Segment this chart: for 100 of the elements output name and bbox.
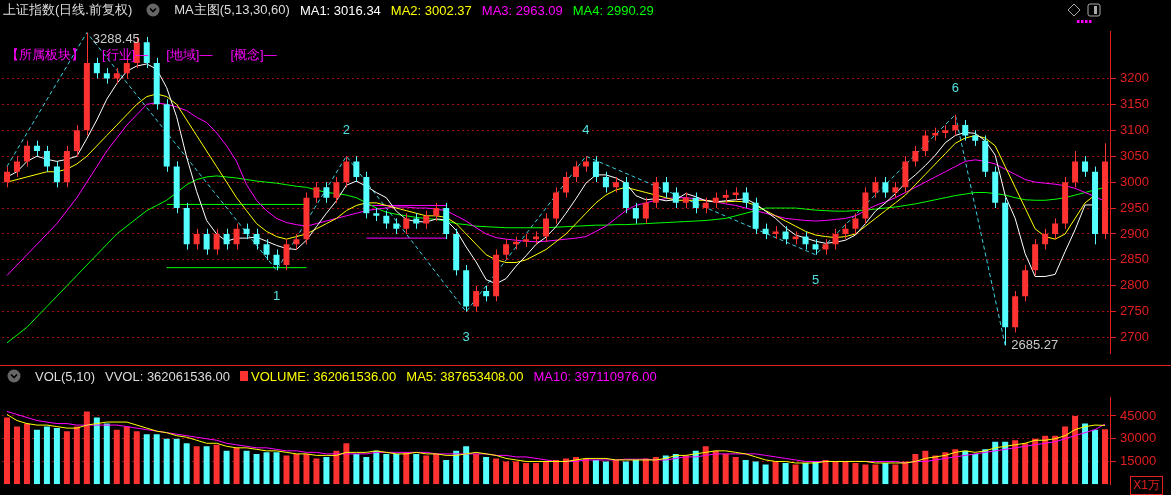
bar — [503, 461, 510, 485]
bar — [1052, 435, 1059, 485]
bar — [702, 446, 709, 485]
bar — [972, 453, 979, 485]
bar — [413, 453, 420, 485]
bar — [592, 459, 599, 485]
bar — [1102, 429, 1108, 485]
bar — [303, 453, 310, 485]
y-axis-title: X1万 — [1130, 476, 1163, 495]
bar — [243, 450, 250, 485]
bar — [333, 450, 340, 485]
bar — [1082, 423, 1089, 485]
y-tick-label: 3200 — [1120, 70, 1149, 86]
bar — [113, 429, 120, 485]
bar — [882, 462, 889, 485]
bar — [173, 438, 180, 485]
bar — [692, 450, 699, 485]
bar — [483, 456, 490, 485]
bar — [982, 449, 989, 485]
bar — [942, 452, 949, 485]
bar — [1012, 440, 1019, 485]
bar — [383, 453, 390, 485]
bar — [223, 450, 230, 485]
bar — [393, 453, 400, 485]
candlestick — [582, 155, 589, 173]
bar — [133, 431, 140, 485]
chart-subtitle: VVOL: 362061536.00 — [104, 368, 231, 384]
bar — [363, 456, 370, 485]
bar — [902, 461, 909, 485]
bar — [672, 453, 679, 485]
bar — [83, 411, 90, 485]
annotation: 3 — [462, 329, 470, 345]
bar — [772, 461, 779, 485]
bar — [842, 461, 849, 485]
bar — [912, 453, 919, 485]
bar — [313, 458, 320, 485]
candlestick — [812, 238, 819, 256]
bar — [662, 455, 669, 485]
bar — [732, 456, 739, 485]
bar — [722, 453, 729, 485]
bar — [283, 455, 290, 485]
bar — [892, 464, 899, 485]
bar — [533, 462, 540, 485]
bar — [762, 464, 769, 485]
bar — [163, 438, 170, 485]
chart-title: 上证指数(日线.前复权) — [3, 1, 133, 19]
y-tick-label: 3000 — [1120, 173, 1149, 189]
text: MA1: 3016.34 — [299, 2, 381, 18]
y-tick-label: 2850 — [1120, 251, 1149, 267]
bar — [1072, 415, 1079, 485]
bar — [932, 455, 939, 485]
bar — [1002, 441, 1009, 485]
bar — [952, 449, 959, 485]
bar — [63, 431, 70, 485]
annotation: 5 — [811, 272, 820, 288]
bar — [13, 426, 20, 485]
y-tick-label: 30000 — [1120, 430, 1157, 446]
candlestick — [972, 129, 979, 147]
annotation: [行业]— — [102, 46, 149, 64]
candlestick — [772, 225, 779, 240]
annotation: [概念]— — [230, 46, 277, 64]
bar — [822, 459, 829, 485]
y-tick-label: 2750 — [1120, 303, 1149, 319]
bar — [343, 443, 350, 485]
legend-label: VOLUME: 362061536.00 — [251, 368, 397, 384]
annotation: [地域]— — [166, 46, 213, 64]
bar — [1022, 443, 1029, 485]
y-tick-label: 45000 — [1120, 407, 1157, 423]
y-tick-label: 3100 — [1120, 121, 1149, 137]
annotation: 6 — [951, 80, 959, 96]
bar — [4, 417, 10, 485]
bar — [153, 434, 160, 485]
annotation: 1 — [272, 287, 281, 303]
candlestick — [413, 212, 420, 230]
bar — [632, 459, 639, 485]
bar — [423, 455, 430, 485]
y-tick-label: 2900 — [1120, 225, 1149, 241]
bar — [572, 456, 579, 485]
bar — [323, 456, 330, 485]
bar — [862, 464, 869, 485]
bar — [602, 461, 609, 485]
bar — [353, 453, 360, 485]
bar — [143, 434, 150, 485]
bar — [1062, 426, 1069, 485]
data-label: 2685.27 — [1011, 336, 1059, 352]
line-series — [6, 32, 1006, 346]
candlestick — [722, 189, 729, 204]
bar — [802, 462, 809, 485]
legend-title: MA主图(5,13,30,60) — [174, 1, 290, 19]
bar — [453, 450, 460, 485]
bar — [742, 459, 749, 485]
text: MA3: 2963.09 — [481, 2, 563, 18]
bar — [1032, 438, 1039, 485]
chart-title: VOL(5,10) — [35, 368, 95, 384]
bar — [33, 429, 40, 485]
bar — [992, 441, 999, 485]
bar — [433, 453, 440, 485]
bar — [93, 417, 100, 485]
bar — [493, 458, 500, 485]
bar — [872, 464, 879, 485]
